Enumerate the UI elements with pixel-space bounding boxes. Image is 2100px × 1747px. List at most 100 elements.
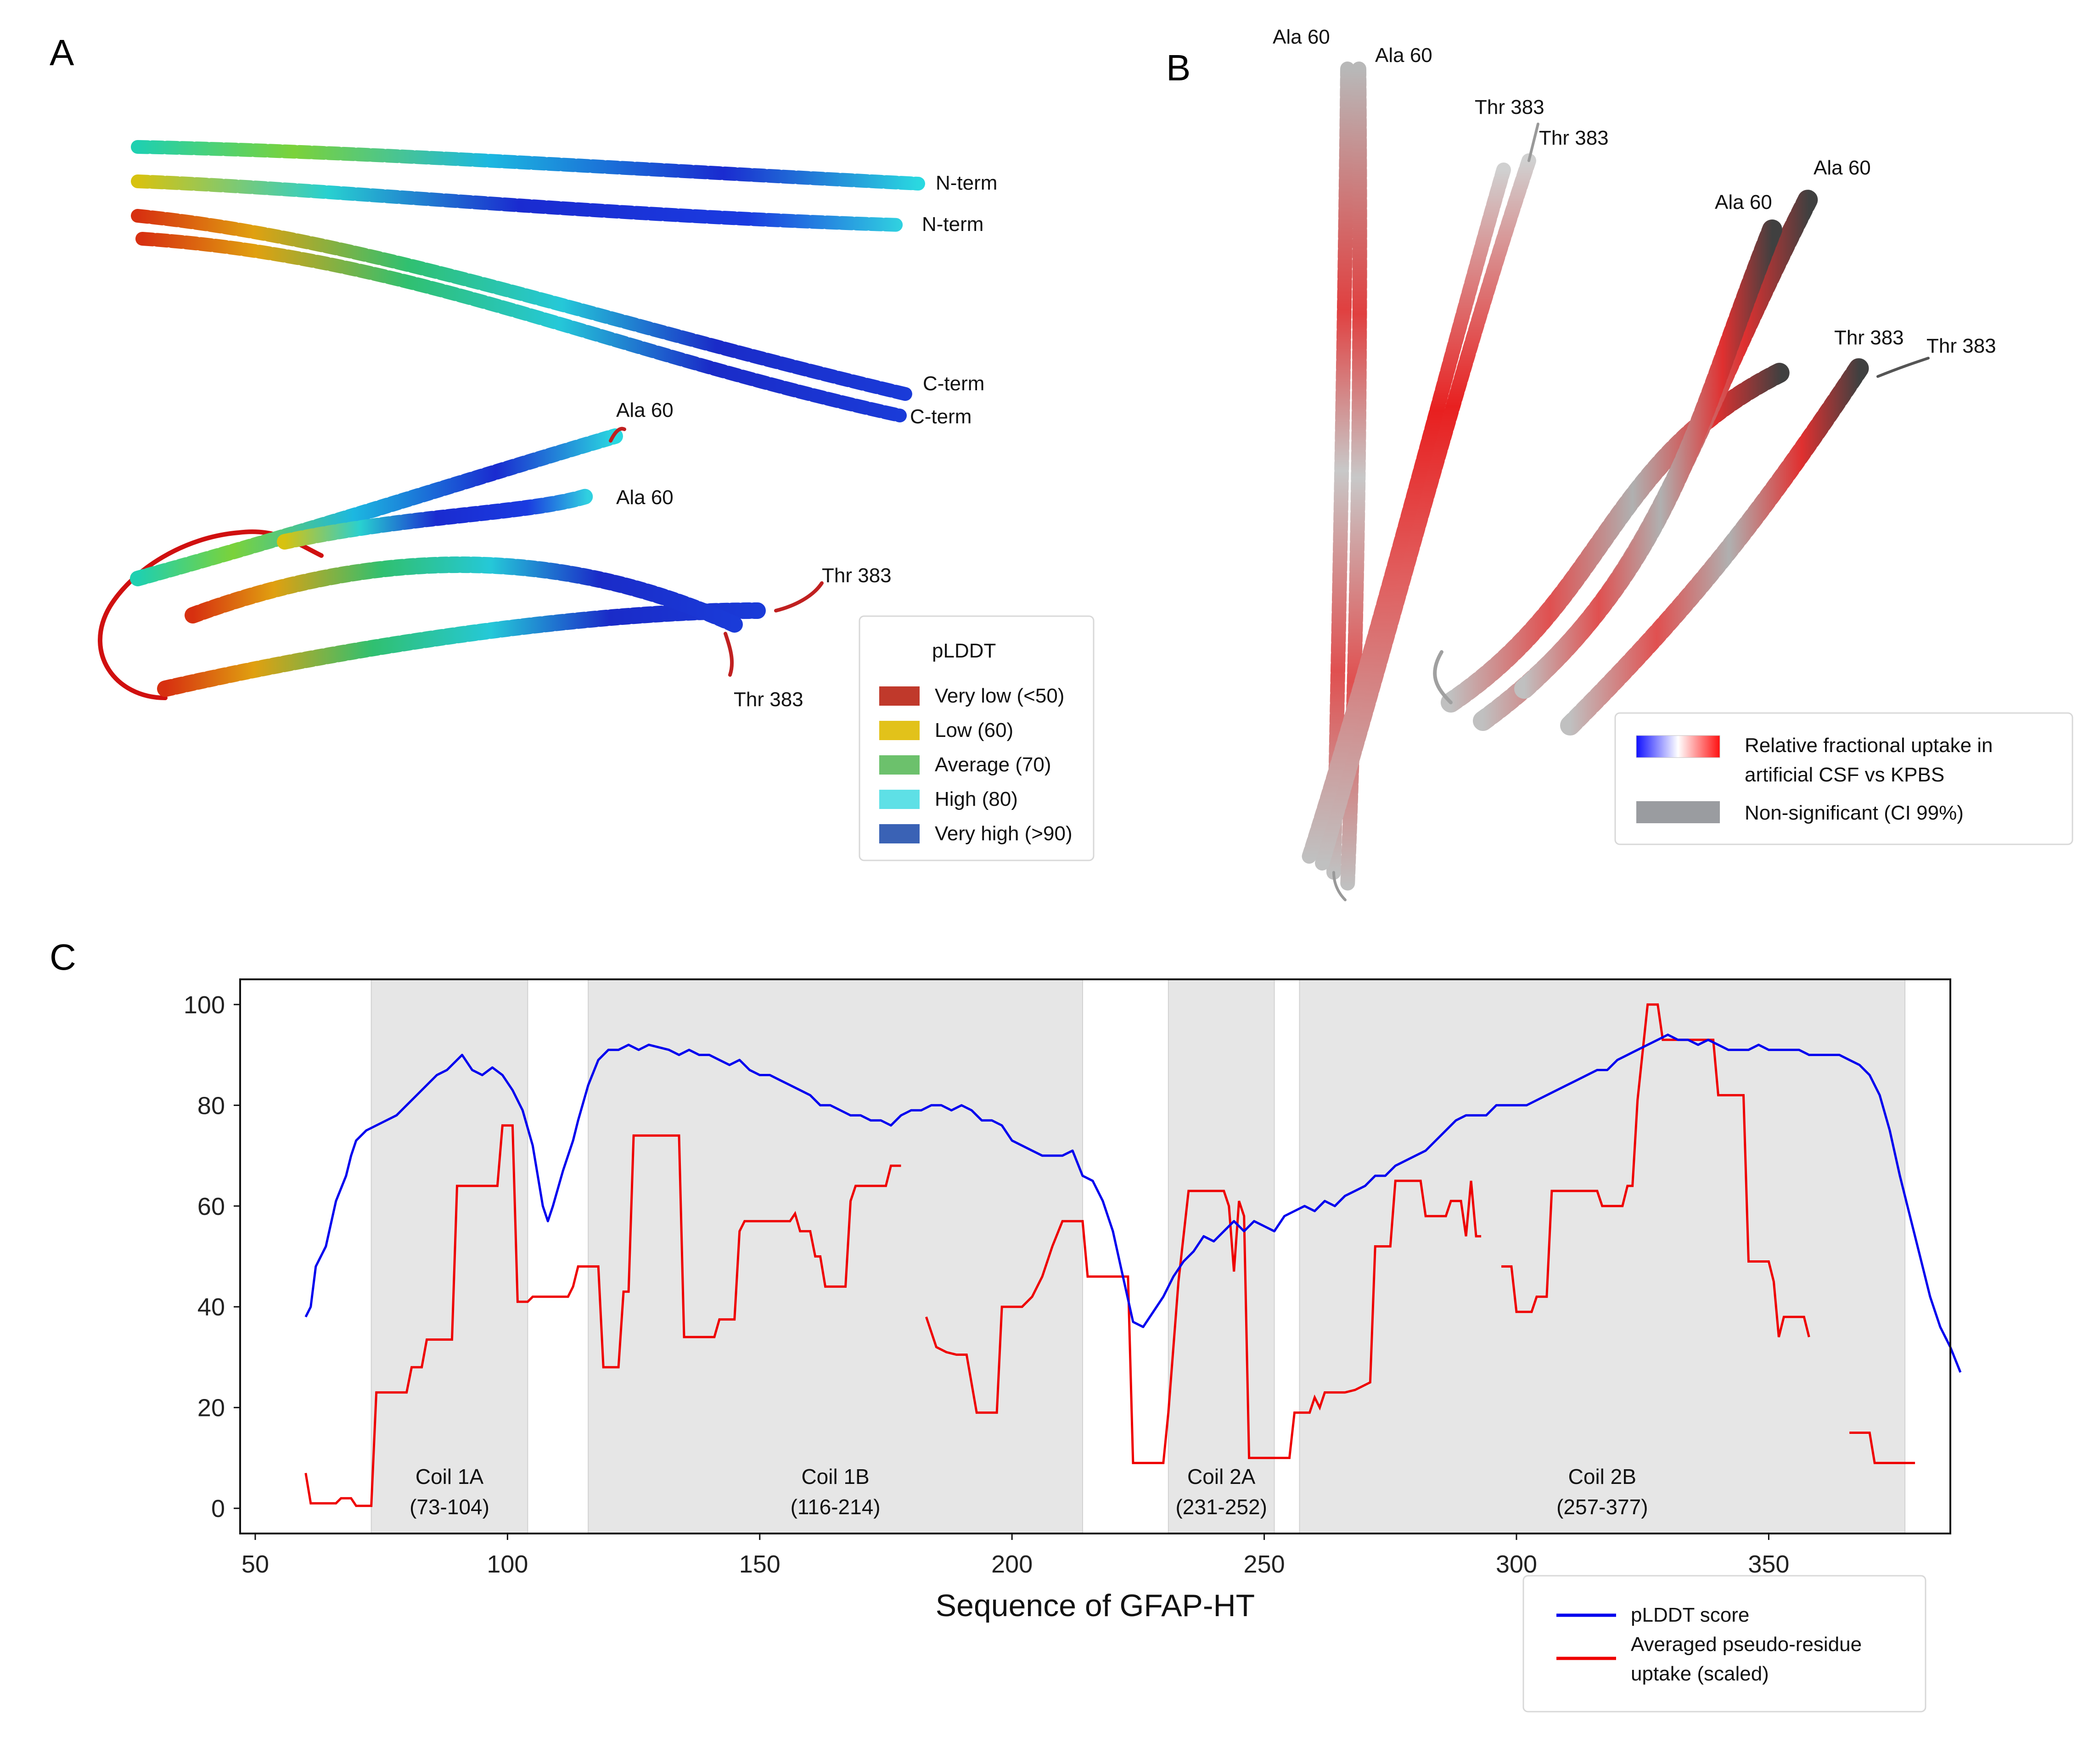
uptake-series-line xyxy=(1501,1003,1810,1337)
legend-label: Relative fractional uptake in xyxy=(1745,734,1993,757)
chart: Coil 1A (73-104) Coil 1B (116-214) Coil 2A (2… xyxy=(184,978,1962,1623)
ala60-label: Ala 60 xyxy=(616,486,674,509)
helix-ribbon xyxy=(1315,153,1536,871)
y-tick-label: 80 xyxy=(197,1092,225,1119)
helix-ribbon xyxy=(130,428,623,586)
disordered-tail xyxy=(724,632,734,677)
legend-gradient-swatch xyxy=(1636,735,1720,758)
x-axis-title: Sequence of GFAP-HT xyxy=(936,1588,1255,1623)
n-term-label: N-term xyxy=(922,213,983,236)
legend-frame xyxy=(1522,1575,1926,1713)
legend-frame xyxy=(1614,712,2073,845)
coil-range-label: (116-214) xyxy=(791,1495,881,1519)
legend-label: Non-significant (CI 99%) xyxy=(1745,802,1964,824)
ala60-label: Ala 60 xyxy=(1375,44,1432,67)
panel-a-structure-top xyxy=(131,140,925,422)
x-tick-label: 250 xyxy=(1244,1550,1285,1578)
legend-label: Low (60) xyxy=(935,719,1013,741)
panel-b: B Ala 60 Ala 60 Thr 383 Thr 383 Ala 60 A… xyxy=(1166,26,2073,901)
helix-ribbon xyxy=(131,174,907,232)
x-tick-label: 200 xyxy=(991,1550,1033,1578)
disordered-tail xyxy=(1332,871,1347,901)
uptake-legend: Relative fractional uptake in artificial… xyxy=(1614,712,2073,845)
coil-range-label: (257-377) xyxy=(1556,1495,1648,1519)
disordered-tail xyxy=(1433,650,1453,704)
helix-ribbon xyxy=(157,602,766,697)
y-tick-label: 40 xyxy=(197,1293,225,1321)
legend-swatch xyxy=(1636,801,1720,823)
legend-label: Very low (<50) xyxy=(935,685,1064,707)
panel-b-structure-vertical xyxy=(1301,62,1539,901)
coil-region xyxy=(1299,979,1906,1534)
helix-ribbon xyxy=(1560,357,1870,736)
panel-a: A N-term N-term C-term C-term Ala 60 Ala… xyxy=(50,32,1095,861)
ala60-label: Ala 60 xyxy=(1814,157,1871,179)
legend-swatch xyxy=(879,755,920,775)
ala60-label: Ala 60 xyxy=(1715,191,1772,213)
panel-b-structure-diagonal xyxy=(1433,187,1930,736)
thr383-label: Thr 383 xyxy=(1475,96,1544,118)
coil-region xyxy=(588,979,1084,1534)
c-term-label: C-term xyxy=(910,405,971,428)
plddt-series-line xyxy=(304,1034,1962,1373)
ala60-label: Ala 60 xyxy=(1273,26,1330,48)
helix-ribbon xyxy=(1301,163,1511,866)
panel-c-letter: C xyxy=(50,937,76,977)
helix-ribbon xyxy=(131,209,916,402)
x-tick-label: 350 xyxy=(1748,1550,1789,1578)
uptake-series-line xyxy=(304,1124,901,1507)
helix-ribbon xyxy=(135,232,907,422)
legend-label: High (80) xyxy=(935,788,1018,810)
legend-label: Very high (>90) xyxy=(935,822,1072,845)
chart-legend: pLDDT score Averaged pseudo-residue upta… xyxy=(1522,1575,1926,1713)
coil-region xyxy=(371,979,528,1534)
legend-label: Average (70) xyxy=(935,753,1051,776)
helix-ribbon xyxy=(1514,219,1782,699)
legend-label: uptake (scaled) xyxy=(1631,1663,1769,1685)
uptake-series-line xyxy=(925,1180,1482,1464)
helix-ribbon xyxy=(131,140,925,191)
disordered-tail xyxy=(1527,123,1539,162)
coil-name-label: Coil 2A xyxy=(1187,1465,1256,1489)
c-term-label: C-term xyxy=(923,372,984,395)
x-tick-label: 100 xyxy=(487,1550,528,1578)
thr383-label: Thr 383 xyxy=(1926,335,1996,357)
thr383-label: Thr 383 xyxy=(1834,326,1904,349)
coil-range-label: (73-104) xyxy=(410,1495,489,1519)
y-tick-label: 100 xyxy=(184,991,225,1019)
helix-ribbon xyxy=(185,556,743,633)
y-tick-label: 0 xyxy=(211,1495,225,1522)
coil-region xyxy=(1168,979,1275,1534)
x-tick-label: 300 xyxy=(1496,1550,1537,1578)
uptake-series-line xyxy=(1849,1432,1915,1464)
disordered-tail xyxy=(774,581,824,612)
helix-ribbon xyxy=(277,488,595,550)
legend-swatch xyxy=(879,721,920,740)
legend-title: pLDDT xyxy=(932,640,996,662)
thr383-label: Thr 383 xyxy=(822,564,892,587)
helix-ribbon xyxy=(1326,62,1355,880)
panel-a-letter: A xyxy=(50,32,74,73)
legend-swatch xyxy=(879,790,920,809)
x-tick-label: 50 xyxy=(241,1550,269,1578)
disordered-tail xyxy=(1876,357,1930,378)
plot-frame xyxy=(239,978,1951,1534)
panel-b-letter: B xyxy=(1166,47,1190,88)
legend-swatch xyxy=(879,686,920,706)
thr383-label: Thr 383 xyxy=(734,688,803,711)
coil-name-label: Coil 1A xyxy=(416,1465,484,1489)
coil-range-label: (231-252) xyxy=(1175,1495,1267,1519)
legend-swatch xyxy=(879,824,920,843)
legend-label: Averaged pseudo-residue xyxy=(1631,1633,1862,1656)
panel-c: C Coil 1A (73-104) Coil 1B (116-214) Coil 2A… xyxy=(50,937,1962,1713)
plddt-legend: pLDDT Very low (<50) Low (60) Average (7… xyxy=(859,615,1095,861)
disordered-tail xyxy=(609,427,626,443)
y-tick-label: 60 xyxy=(197,1193,225,1220)
n-term-label: N-term xyxy=(936,172,997,194)
y-tick-label: 20 xyxy=(197,1394,225,1422)
ala60-label: Ala 60 xyxy=(616,399,674,421)
x-tick-label: 150 xyxy=(739,1550,780,1578)
legend-label: pLDDT score xyxy=(1631,1604,1749,1626)
coil-name-label: Coil 1B xyxy=(801,1465,869,1489)
